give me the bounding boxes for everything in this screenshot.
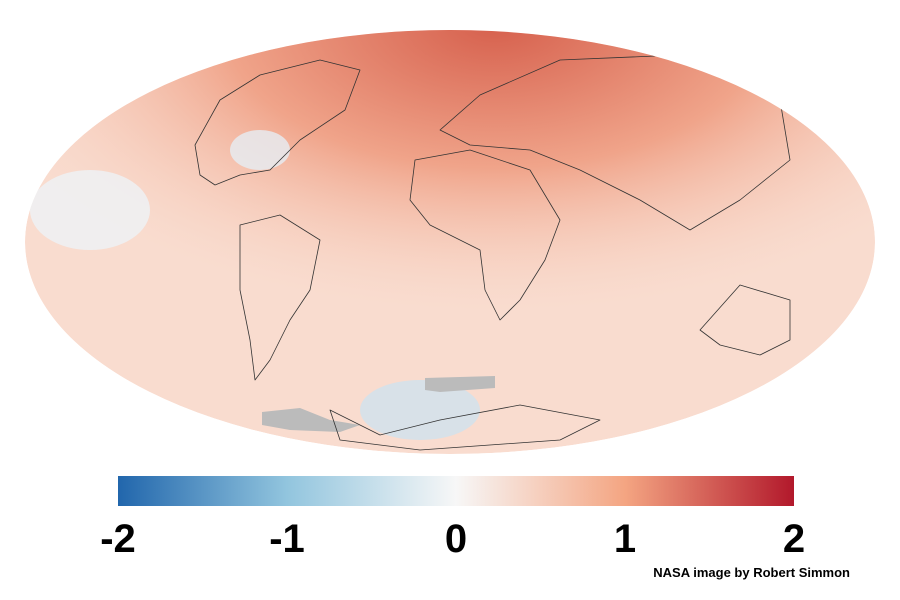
no-data [425,376,495,392]
cool-patch [30,170,150,250]
australia [699,284,791,356]
credit: NASA image by Robert Simmon [653,565,850,580]
eurasia [439,54,791,231]
tick-label: -2 [100,517,136,561]
south-america [239,214,321,381]
tick-label: -1 [269,517,305,561]
tick-label: 2 [783,517,805,561]
tick-label: 0 [445,517,467,561]
colorbar-ticks: -2 -1 0 1 2 [100,517,805,561]
colorbar [118,476,794,506]
peninsula-warm [25,300,875,454]
antarctica [329,404,601,451]
africa [409,149,561,321]
cool-patch [230,130,290,170]
temperature-map [25,30,875,454]
tick-label: 1 [614,517,636,561]
north-america [194,59,361,186]
